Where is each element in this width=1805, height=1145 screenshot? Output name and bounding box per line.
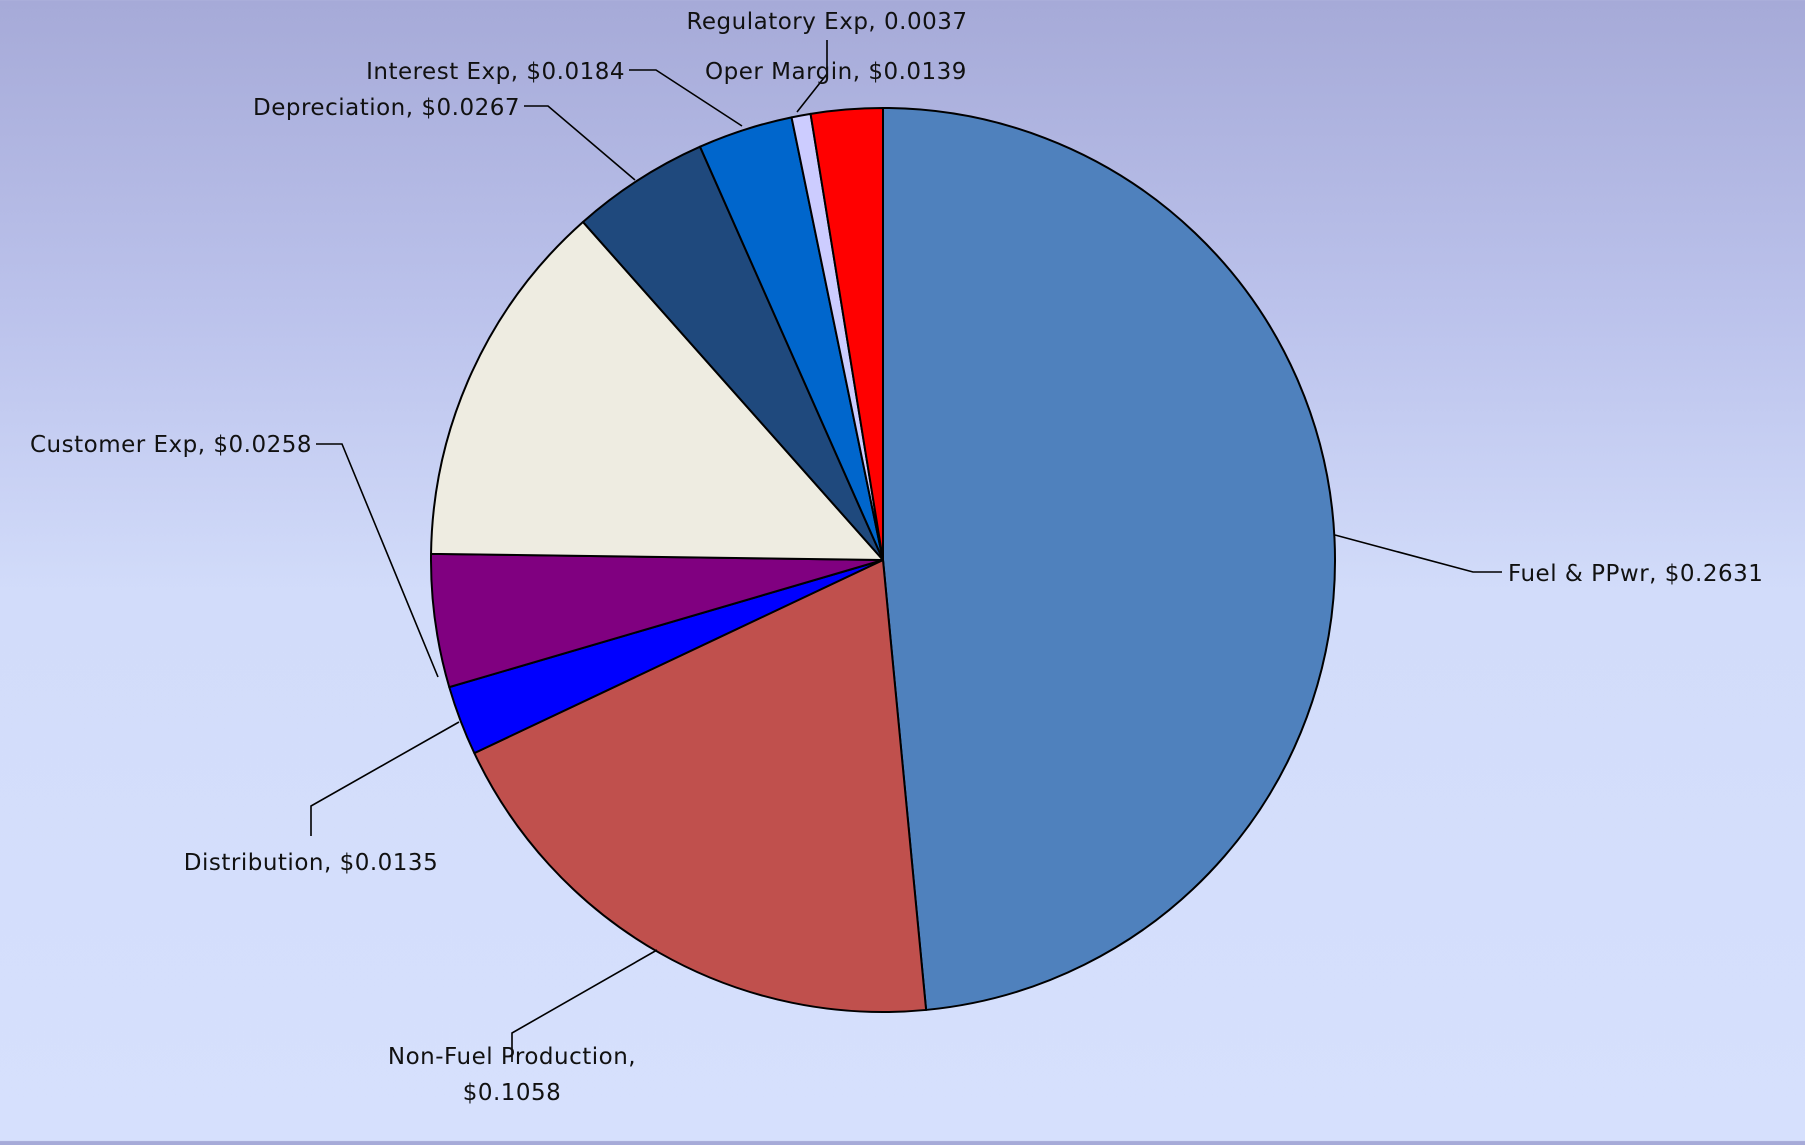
leader-line-depreciation bbox=[524, 105, 636, 181]
pie-slice-aandg bbox=[430, 220, 884, 561]
data-label-regulatory-exp: Regulatory Exp, 0.0037 bbox=[686, 9, 967, 35]
data-label-interest-exp: Interest Exp, $0.0184 bbox=[366, 59, 625, 85]
leader-line-fuel-and-ppwr bbox=[1334, 534, 1502, 573]
leader-line-interest-exp bbox=[629, 69, 743, 127]
leader-line-customer-exp bbox=[316, 443, 439, 678]
leader-line-non-fuel-production bbox=[511, 949, 658, 1062]
pie-slices bbox=[430, 107, 1336, 1013]
data-label-depreciation: Depreciation, $0.0267 bbox=[253, 95, 520, 121]
pie-slice-non-fuel-production bbox=[473, 559, 928, 1013]
leader-line-regulatory-exp bbox=[796, 40, 828, 113]
data-label-distribution: Distribution, $0.0135 bbox=[184, 850, 438, 876]
pie-labels: Fuel & PPwr, $0.2631 Non-Fuel Production,… bbox=[30, 9, 1763, 1106]
data-label-customer-exp: Customer Exp, $0.0258 bbox=[30, 432, 312, 458]
pie-slice-oper-margin bbox=[809, 107, 884, 561]
data-label-oper-margin: Oper Margin, $0.0139 bbox=[705, 59, 967, 85]
leader-line-distribution bbox=[310, 721, 460, 836]
pie-slice-fuel-and-ppwr bbox=[882, 107, 1336, 1011]
data-label-fuel-and-ppwr: Fuel & PPwr, $0.2631 bbox=[1508, 561, 1763, 587]
data-label-non-fuel-production: Non-Fuel Production, $0.1058 bbox=[388, 1044, 636, 1106]
